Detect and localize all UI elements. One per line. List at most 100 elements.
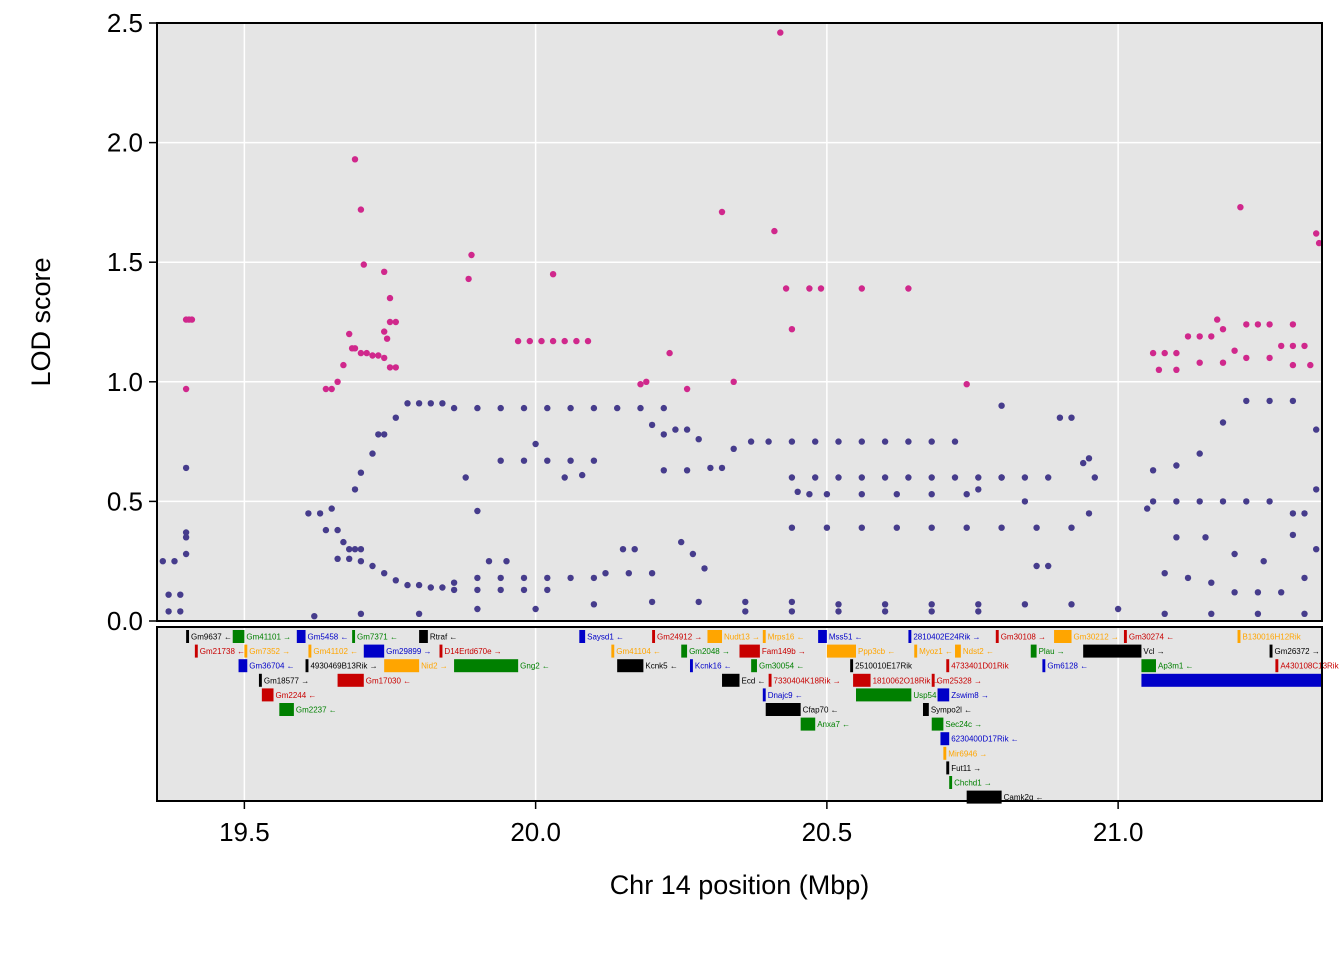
data-point xyxy=(893,491,900,498)
gene-bar xyxy=(337,673,364,687)
gene-label: Anxa7 ← xyxy=(817,720,850,729)
data-point xyxy=(858,491,865,498)
data-point xyxy=(660,404,667,412)
gene-bar xyxy=(853,673,871,687)
data-point xyxy=(660,431,667,438)
data-point xyxy=(771,227,778,235)
data-point xyxy=(1173,366,1180,373)
data-point xyxy=(165,591,172,598)
data-point xyxy=(777,29,784,36)
data-point xyxy=(1144,505,1151,512)
data-point xyxy=(590,601,598,608)
y-tick-label: 1.5 xyxy=(107,247,143,277)
data-point xyxy=(614,404,621,412)
gene-label: B130016H12Rik xyxy=(1242,633,1301,642)
gene-bar xyxy=(800,717,816,731)
gene-bar xyxy=(914,644,918,658)
data-point xyxy=(1219,326,1227,333)
data-point xyxy=(485,558,493,565)
gene-label: 1810062O18Rik → xyxy=(873,676,941,685)
gene-bar xyxy=(908,630,912,643)
data-point xyxy=(678,538,685,546)
data-point xyxy=(812,474,819,481)
data-point xyxy=(1196,498,1203,505)
data-point xyxy=(1313,486,1320,493)
data-point xyxy=(526,337,533,345)
data-point xyxy=(1289,342,1297,350)
data-point xyxy=(1161,349,1168,357)
data-point xyxy=(1254,610,1262,617)
data-point xyxy=(1266,321,1273,328)
gene-label: Kcnk16 ← xyxy=(695,662,732,671)
data-point xyxy=(1149,498,1157,505)
data-point xyxy=(357,558,365,565)
gene-label: D14Ertd670e → xyxy=(444,647,501,656)
gene-label: Gng2 ← xyxy=(520,662,550,671)
gene-label: 2810402E24Rik → xyxy=(913,633,980,642)
data-point xyxy=(182,550,190,558)
data-point xyxy=(683,426,691,433)
data-point xyxy=(351,156,359,163)
gene-label: Cfap70 ← xyxy=(803,706,839,715)
data-point xyxy=(369,450,376,457)
data-point xyxy=(1184,574,1192,582)
gene-bar xyxy=(305,659,309,673)
data-point xyxy=(357,546,365,553)
gene-label: Sympo2l ← xyxy=(931,706,972,715)
gene-label: Gm2048 → xyxy=(689,647,730,656)
gene-bar xyxy=(722,673,740,687)
gene-label: Gm26372 → xyxy=(1274,647,1319,656)
data-point xyxy=(812,438,819,445)
data-point xyxy=(788,326,796,333)
data-point xyxy=(369,562,376,570)
gene-bar xyxy=(1275,659,1279,673)
data-point xyxy=(742,608,749,615)
data-point xyxy=(462,474,469,481)
data-point xyxy=(1313,426,1320,433)
data-point xyxy=(905,285,912,292)
gene-label: A430108C13Rik xyxy=(1280,662,1339,671)
gene-label: Gm7371 ← xyxy=(357,633,398,642)
data-point xyxy=(625,570,632,577)
data-point xyxy=(450,404,458,412)
gene-label: Gm18577 → xyxy=(264,676,309,685)
gene-label: Saysd1 ← xyxy=(587,633,624,642)
data-point xyxy=(1161,570,1168,577)
data-point xyxy=(322,526,330,534)
data-point xyxy=(357,349,365,357)
data-point xyxy=(392,318,399,326)
gene-bar xyxy=(707,630,723,643)
data-point xyxy=(666,349,673,357)
data-point xyxy=(177,591,184,598)
gene-bar xyxy=(454,659,519,673)
data-point xyxy=(1266,354,1273,362)
data-point xyxy=(730,378,737,385)
gene-bar xyxy=(818,630,827,643)
gene-label: Ppp3cb ← xyxy=(858,647,895,656)
data-point xyxy=(544,404,551,412)
data-point xyxy=(683,385,691,393)
data-point xyxy=(1301,610,1308,617)
data-point xyxy=(590,457,598,464)
gene-label: Camk2g ← xyxy=(1004,793,1044,802)
data-point xyxy=(695,436,702,443)
gene-bar xyxy=(1123,630,1127,643)
gene-label: Ecd ← xyxy=(742,676,766,685)
data-point xyxy=(1219,419,1227,426)
data-point xyxy=(963,524,970,531)
data-point xyxy=(718,464,726,472)
y-tick-label: 2.0 xyxy=(107,128,143,158)
data-point xyxy=(357,206,365,213)
data-point xyxy=(450,586,458,594)
gene-bar xyxy=(681,644,688,658)
data-point xyxy=(1243,354,1250,362)
data-point xyxy=(730,445,737,452)
data-point xyxy=(1208,333,1215,340)
gene-label: Gm17030 ← xyxy=(366,676,411,685)
data-point xyxy=(858,438,865,445)
gene-bar xyxy=(579,630,586,643)
data-point xyxy=(334,555,341,562)
gene-label: Nudt13 → xyxy=(724,633,760,642)
gene-bar xyxy=(850,659,854,673)
